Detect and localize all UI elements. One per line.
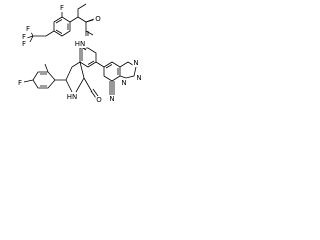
label-background bbox=[66, 93, 78, 101]
atom-label: F bbox=[22, 40, 26, 48]
label-background bbox=[95, 96, 103, 104]
atom-label: N bbox=[136, 74, 141, 82]
ring bbox=[65, 61, 99, 99]
atom-label: F bbox=[18, 79, 22, 87]
bond bbox=[23, 63, 49, 83]
ring bbox=[119, 61, 137, 79]
bonds bbox=[23, 3, 137, 99]
label-background bbox=[16, 79, 24, 87]
atom-label: N bbox=[109, 95, 114, 103]
atom-label: F bbox=[26, 25, 30, 33]
bond bbox=[26, 11, 63, 43]
atom-label: F bbox=[22, 33, 26, 41]
bond bbox=[69, 3, 95, 36]
atom-label: HN bbox=[67, 93, 78, 101]
atom-label: N bbox=[133, 59, 138, 67]
ring bbox=[103, 61, 121, 82]
atom-label: HN bbox=[75, 40, 86, 48]
atom-label: O bbox=[95, 15, 101, 23]
ring bbox=[32, 71, 66, 89]
label-background bbox=[74, 40, 86, 48]
atom-label: F bbox=[60, 4, 64, 12]
atom-label: O bbox=[96, 96, 102, 104]
label-background bbox=[135, 74, 143, 82]
label-background bbox=[120, 79, 128, 87]
ring bbox=[53, 16, 71, 37]
label-background bbox=[24, 25, 32, 33]
label-background bbox=[20, 40, 28, 48]
atom-label: N bbox=[121, 79, 126, 87]
label-background bbox=[94, 15, 102, 23]
bond bbox=[95, 61, 105, 68]
ring bbox=[79, 47, 97, 68]
label-background bbox=[108, 95, 116, 103]
bond bbox=[85, 31, 89, 36]
bond bbox=[85, 19, 94, 23]
nitrile bbox=[109, 81, 115, 95]
label-background bbox=[58, 4, 66, 12]
label-background bbox=[20, 33, 28, 41]
label-background bbox=[132, 59, 140, 67]
